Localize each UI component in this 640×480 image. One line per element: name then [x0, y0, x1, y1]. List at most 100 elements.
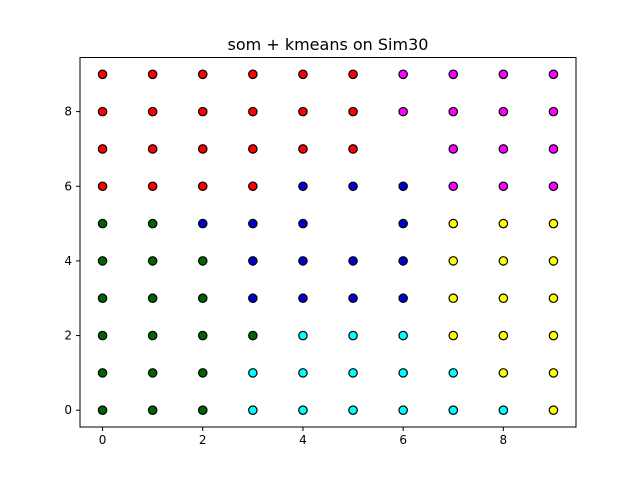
scatter-point-green-2-4: [197, 256, 208, 266]
scatter-point-green-2-3: [197, 293, 208, 304]
scatter-point-blue-5-3: [348, 293, 358, 304]
scatter-point-blue-6-5: [398, 218, 408, 229]
scatter-point-blue-6-6: [398, 181, 408, 192]
scatter-point-cyan-3-0: [248, 405, 258, 416]
scatter-point-cyan-5-2: [348, 330, 358, 341]
scatter-point-blue-4-5: [298, 218, 308, 229]
scatter-point-cyan-4-0: [298, 405, 308, 416]
scatter-point-red-5-7: [348, 144, 358, 154]
scatter-point-yellow-9-3: [548, 293, 559, 304]
scatter-point-cyan-4-1: [298, 368, 308, 378]
scatter-point-yellow-8-3: [498, 293, 509, 304]
scatter-point-cyan-5-0: [348, 405, 358, 416]
scatter-point-blue-3-5: [248, 218, 258, 229]
scatter-point-yellow-8-1: [498, 368, 509, 378]
scatter-point-green-0-1: [97, 368, 108, 378]
scatter-point-magenta-8-9: [498, 69, 509, 80]
scatter-point-blue-2-5: [197, 218, 208, 229]
scatter-point-green-0-2: [97, 330, 108, 341]
scatter-point-green-0-0: [97, 405, 108, 416]
scatter-point-red-2-7: [197, 144, 208, 154]
x-tick-label-0: 0: [99, 433, 107, 447]
scatter-point-green-1-3: [147, 293, 158, 304]
scatter-point-red-3-8: [248, 106, 258, 117]
scatter-point-red-0-8: [97, 106, 108, 117]
scatter-point-green-2-0: [197, 405, 208, 416]
y-tick-label-0: 0: [64, 403, 72, 417]
scatter-point-red-1-6: [147, 181, 158, 192]
scatter-point-blue-3-3: [248, 293, 258, 304]
scatter-point-blue-5-6: [348, 181, 358, 192]
scatter-point-yellow-7-3: [448, 293, 459, 304]
scatter-point-yellow-7-2: [448, 330, 459, 341]
x-tick-label-8: 8: [500, 433, 508, 447]
data-points: [97, 69, 559, 416]
scatter-point-red-3-9: [248, 69, 258, 80]
scatter-point-cyan-3-1: [248, 368, 258, 378]
scatter-point-cyan-7-1: [448, 368, 459, 378]
scatter-point-red-4-8: [298, 106, 308, 117]
scatter-point-magenta-8-8: [498, 106, 509, 117]
scatter-point-green-2-2: [197, 330, 208, 341]
scatter-point-red-1-7: [147, 144, 158, 154]
scatter-point-blue-6-3: [398, 293, 408, 304]
scatter-point-green-2-1: [197, 368, 208, 378]
scatter-point-red-5-9: [348, 69, 358, 80]
scatter-point-yellow-9-4: [548, 256, 559, 266]
scatter-point-yellow-9-5: [548, 218, 559, 229]
y-tick-label-4: 4: [64, 254, 72, 268]
axis-ticks: 0 2 4 6 8 0 2 4 6 8: [64, 105, 507, 447]
scatter-point-magenta-7-7: [448, 144, 459, 154]
scatter-point-cyan-8-0: [498, 405, 509, 416]
y-tick-label-8: 8: [64, 105, 72, 119]
chart-title: som + kmeans on Sim30: [228, 35, 429, 54]
scatter-point-cyan-6-1: [398, 368, 408, 378]
scatter-point-yellow-9-0: [548, 405, 559, 416]
scatter-point-yellow-8-2: [498, 330, 509, 341]
scatter-point-yellow-7-4: [448, 256, 459, 266]
scatter-point-red-5-8: [348, 106, 358, 117]
scatter-point-red-1-8: [147, 106, 158, 117]
scatter-point-green-1-2: [147, 330, 158, 341]
x-tick-label-2: 2: [199, 433, 207, 447]
scatter-point-green-3-2: [248, 330, 258, 341]
scatter-point-red-3-7: [248, 144, 258, 154]
scatter-point-red-0-7: [97, 144, 108, 154]
scatter-point-green-0-4: [97, 256, 108, 266]
x-tick-label-6: 6: [399, 433, 407, 447]
scatter-point-red-2-6: [197, 181, 208, 192]
scatter-point-cyan-6-2: [398, 330, 408, 341]
scatter-point-red-2-9: [197, 69, 208, 80]
scatter-point-magenta-8-7: [498, 144, 509, 154]
scatter-point-blue-4-3: [298, 293, 308, 304]
scatter-point-blue-4-6: [298, 181, 308, 192]
scatter-point-yellow-9-1: [548, 368, 559, 378]
scatter-point-yellow-7-5: [448, 218, 459, 229]
scatter-point-red-3-6: [248, 181, 258, 192]
y-tick-label-2: 2: [64, 329, 72, 343]
scatter-point-magenta-7-9: [448, 69, 459, 80]
scatter-point-yellow-8-4: [498, 256, 509, 266]
scatter-point-blue-5-4: [348, 256, 358, 266]
scatter-point-magenta-8-6: [498, 181, 509, 192]
scatter-point-magenta-7-8: [448, 106, 459, 117]
scatter-point-magenta-9-9: [548, 69, 559, 80]
scatter-point-red-4-9: [298, 69, 308, 80]
y-tick-label-6: 6: [64, 179, 72, 193]
x-tick-label-4: 4: [299, 433, 307, 447]
scatter-point-magenta-9-8: [548, 106, 559, 117]
scatter-point-magenta-6-9: [398, 69, 408, 80]
scatter-point-green-0-5: [97, 218, 108, 229]
scatter-point-green-1-4: [147, 256, 158, 266]
scatter-point-blue-4-4: [298, 256, 308, 266]
scatter-point-red-1-9: [147, 69, 158, 80]
plot-frame: [79, 57, 577, 428]
scatter-point-green-1-5: [147, 218, 158, 229]
scatter-point-cyan-7-0: [448, 405, 459, 416]
scatter-point-green-1-0: [147, 405, 158, 416]
scatter-point-yellow-8-5: [498, 218, 509, 229]
scatter-point-green-0-3: [97, 293, 108, 304]
scatter-point-magenta-6-8: [398, 106, 408, 117]
